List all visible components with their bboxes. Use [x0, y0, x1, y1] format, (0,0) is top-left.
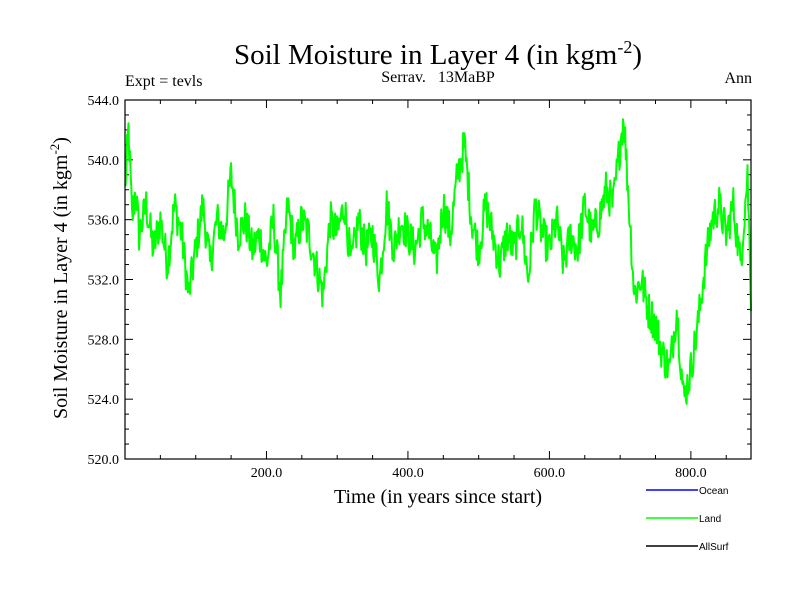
y-tick-label: 544.0 — [88, 94, 120, 109]
subtitle-experiment: Expt = tevls — [125, 73, 202, 90]
axis-ticks — [125, 99, 751, 460]
x-tick-label: 600.0 — [534, 466, 566, 481]
legend-label-allsurf: AllSurf — [699, 542, 729, 553]
y-tick-labels: 520.0 524.0 528.0 532.0 536.0 540.0 544.0 — [88, 94, 120, 468]
x-tick-label: 200.0 — [251, 466, 283, 481]
y-tick-label: 520.0 — [88, 453, 120, 468]
plot-frame — [124, 99, 752, 460]
x-tick-label: 400.0 — [392, 466, 424, 481]
y-tick-label: 536.0 — [88, 214, 120, 229]
x-tick-labels: 200.0 400.0 600.0 800.0 — [251, 466, 707, 481]
subtitle-season: Ann — [724, 70, 752, 87]
y-axis-label: Soil Moisture in Layer 4 (in kgm-2) — [47, 137, 72, 419]
x-axis-label: Time (in years since start) — [334, 486, 542, 508]
y-tick-label: 540.0 — [88, 154, 120, 169]
y-tick-label: 532.0 — [88, 274, 120, 289]
y-tick-label: 528.0 — [88, 333, 120, 348]
x-tick-label: 800.0 — [675, 466, 707, 481]
chart-title: Soil Moisture in Layer 4 (in kgm-2) — [234, 37, 642, 71]
legend: Ocean Land AllSurf — [646, 486, 729, 553]
subtitle-period: Serrav. 13MaBP — [381, 69, 495, 86]
y-tick-label: 524.0 — [88, 393, 120, 408]
series-land-line — [124, 118, 752, 405]
legend-label-land: Land — [699, 514, 721, 525]
legend-label-ocean: Ocean — [699, 486, 728, 497]
